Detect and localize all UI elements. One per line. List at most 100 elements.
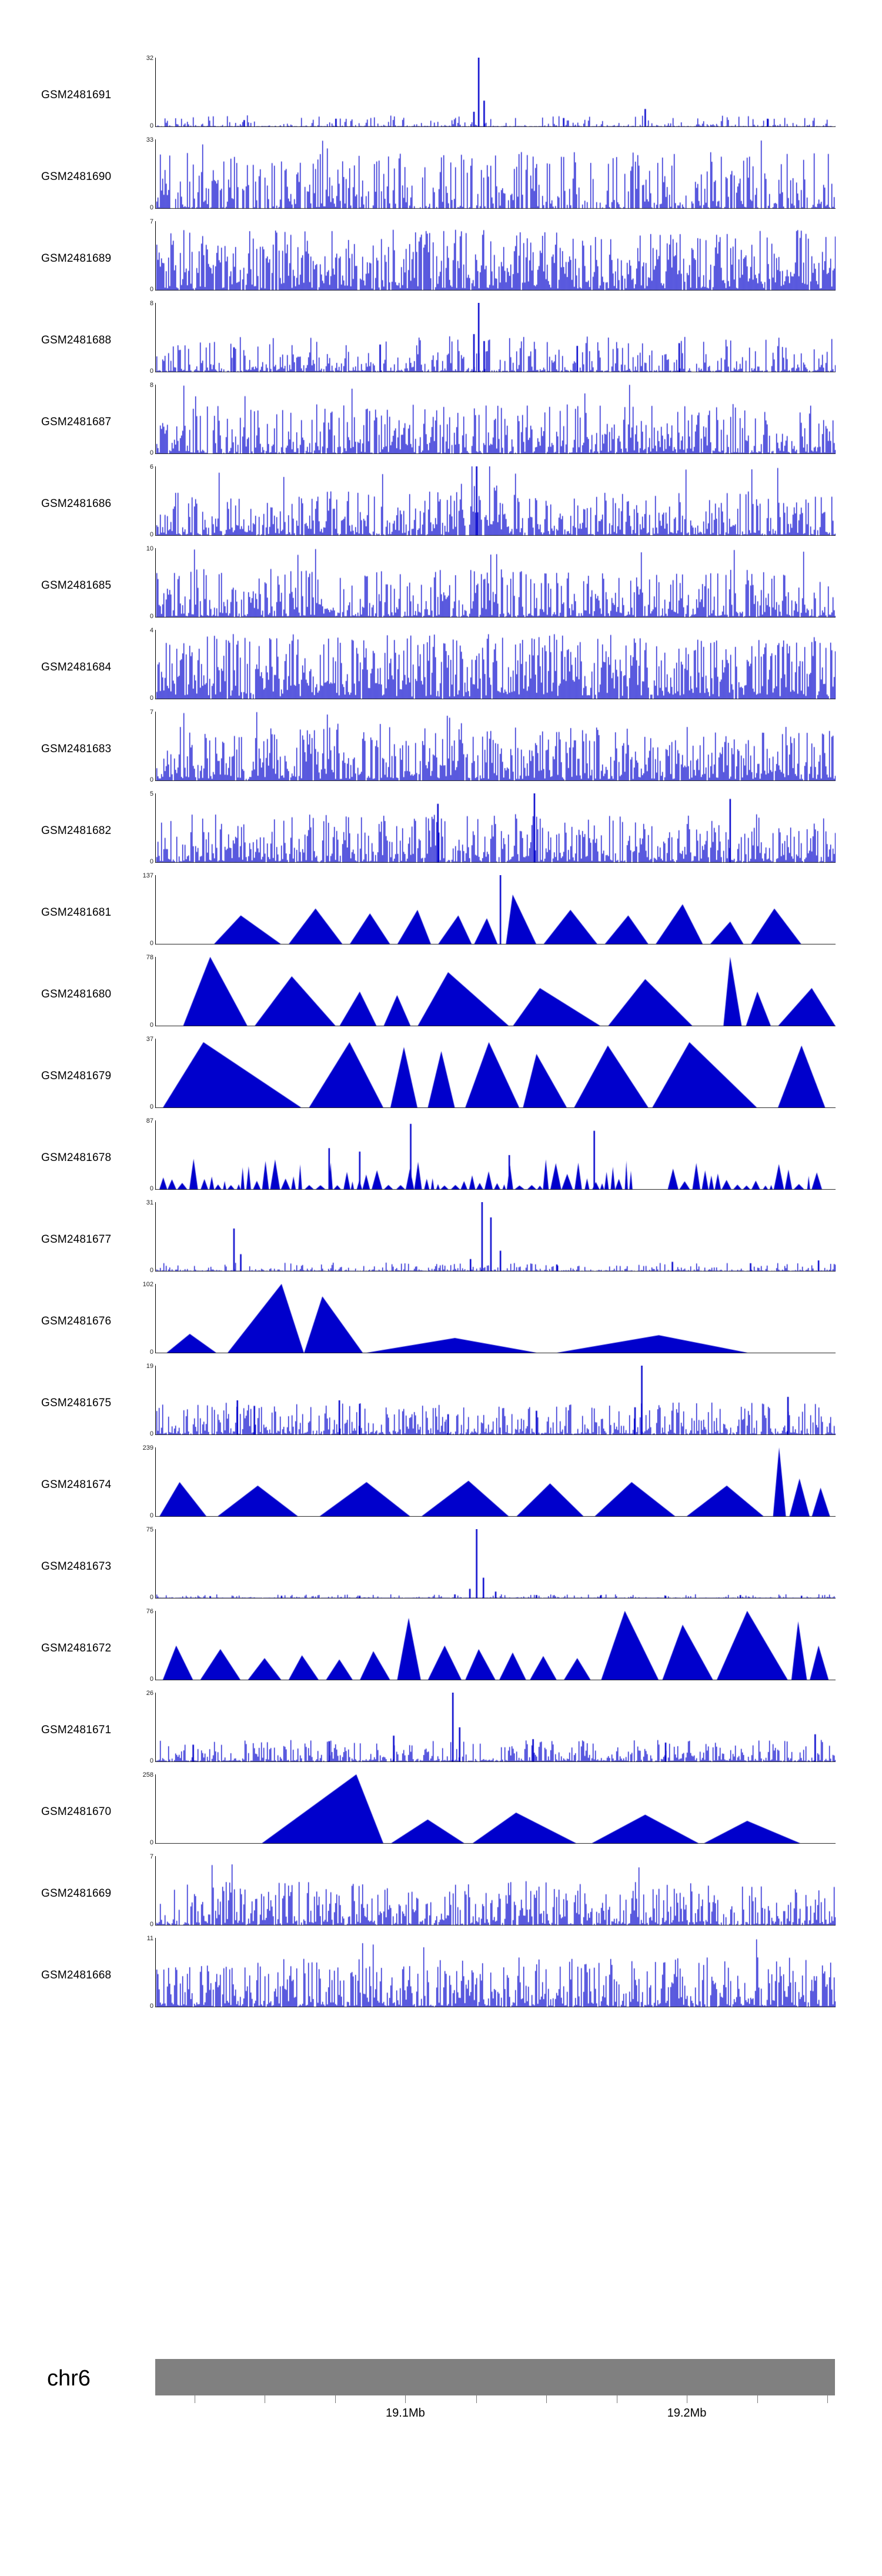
ruler-tick — [546, 2395, 547, 2403]
track-label: GSM2481673 — [41, 1560, 112, 1573]
signal-canvas — [156, 303, 836, 372]
y-axis-min-label: 0 — [149, 1676, 153, 1683]
track-row: GSM2481674 239 0 — [0, 1444, 882, 1526]
y-axis-max-label: 137 — [142, 872, 153, 879]
track-label: GSM2481669 — [41, 1887, 112, 1900]
track-plot: 239 0 — [143, 1445, 836, 1519]
y-axis-max-label: 102 — [142, 1281, 153, 1288]
track-row: GSM2481671 26 0 — [0, 1689, 882, 1771]
track-label: GSM2481680 — [41, 987, 112, 1000]
track-row: GSM2481681 137 0 — [0, 872, 882, 953]
track-label: GSM2481670 — [41, 1805, 112, 1818]
y-axis-min-label: 0 — [149, 122, 153, 129]
signal-canvas — [156, 385, 836, 454]
ruler-tick — [476, 2395, 477, 2403]
track-label: GSM2481676 — [41, 1314, 112, 1327]
track-label: GSM2481683 — [41, 742, 112, 755]
y-axis-min-label: 0 — [149, 1757, 153, 1764]
track-label: GSM2481668 — [41, 1968, 112, 1981]
track-label: GSM2481678 — [41, 1151, 112, 1164]
track-plot: 5 0 — [150, 791, 836, 865]
track-label: GSM2481672 — [41, 1641, 112, 1654]
track-label: GSM2481679 — [41, 1069, 112, 1082]
y-axis-max-label: 8 — [149, 300, 153, 307]
track-plot: 31 0 — [146, 1200, 836, 1274]
track-plot: 6 0 — [150, 464, 836, 538]
signal-canvas — [156, 466, 836, 536]
track-plot: 8 0 — [150, 301, 836, 375]
track-row: GSM2481675 19 0 — [0, 1362, 882, 1444]
track-label: GSM2481690 — [41, 170, 112, 183]
y-axis-max-label: 76 — [146, 1608, 153, 1615]
y-axis-min-label: 0 — [149, 1921, 153, 1928]
track-plot: 4 0 — [150, 628, 836, 702]
track-row: GSM2481673 75 0 — [0, 1526, 882, 1607]
track-label: GSM2481682 — [41, 824, 112, 837]
signal-canvas — [156, 630, 836, 699]
y-axis-max-label: 10 — [146, 545, 153, 552]
y-axis-max-label: 7 — [149, 218, 153, 225]
ruler-tick-label: 19.2Mb — [667, 2407, 707, 2420]
tracks-container: GSM2481691 32 0 GSM2481690 33 0 GSM24816… — [0, 54, 882, 2016]
y-axis-min-label: 0 — [149, 368, 153, 375]
signal-canvas — [156, 1774, 836, 1844]
y-axis-min-label: 0 — [149, 531, 153, 538]
y-axis-max-label: 7 — [149, 709, 153, 716]
y-axis-min-label: 0 — [149, 1185, 153, 1192]
track-label: GSM2481671 — [41, 1723, 112, 1736]
ruler-tick — [335, 2395, 336, 2403]
y-axis-min-label: 0 — [149, 940, 153, 947]
track-row: GSM2481668 11 0 — [0, 1934, 882, 2016]
track-plot: 78 0 — [146, 955, 836, 1029]
y-axis-max-label: 32 — [146, 55, 153, 62]
y-axis-max-label: 78 — [146, 954, 153, 961]
ruler-tick-label: 19.1Mb — [386, 2407, 425, 2420]
track-plot: 8 0 — [150, 382, 836, 456]
signal-canvas — [156, 1856, 836, 1926]
genomic-ruler: 19.1Mb 19.2Mb — [155, 2395, 835, 2437]
track-label: GSM2481674 — [41, 1478, 112, 1491]
track-plot: 32 0 — [146, 55, 836, 129]
track-plot: 10 0 — [146, 546, 836, 620]
y-axis-max-label: 4 — [149, 627, 153, 634]
track-label: GSM2481687 — [41, 415, 112, 428]
track-label: GSM2481685 — [41, 579, 112, 592]
signal-canvas — [156, 1938, 836, 2007]
signal-canvas — [156, 793, 836, 863]
track-plot: 87 0 — [146, 1118, 836, 1192]
track-row: GSM2481691 32 0 — [0, 54, 882, 136]
y-axis-max-label: 75 — [146, 1526, 153, 1533]
track-row: GSM2481683 7 0 — [0, 708, 882, 790]
y-axis-min-label: 0 — [149, 1267, 153, 1274]
track-label: GSM2481689 — [41, 252, 112, 265]
signal-canvas — [156, 139, 836, 209]
y-axis-max-label: 87 — [146, 1117, 153, 1125]
y-axis-max-label: 26 — [146, 1690, 153, 1697]
track-plot: 76 0 — [146, 1609, 836, 1683]
track-plot: 11 0 — [147, 1936, 836, 2010]
signal-canvas — [156, 1447, 836, 1517]
track-row: GSM2481670 258 0 — [0, 1771, 882, 1853]
y-axis-min-label: 0 — [149, 1839, 153, 1846]
y-axis-max-label: 33 — [146, 136, 153, 144]
y-axis-min-label: 0 — [149, 1512, 153, 1519]
y-axis-min-label: 0 — [149, 449, 153, 456]
signal-canvas — [156, 548, 836, 618]
y-axis-min-label: 0 — [149, 858, 153, 865]
track-row: GSM2481689 7 0 — [0, 218, 882, 299]
signal-canvas — [156, 221, 836, 291]
signal-canvas — [156, 1529, 836, 1599]
track-plot: 7 0 — [150, 219, 836, 293]
signal-canvas — [156, 712, 836, 781]
track-row: GSM2481672 76 0 — [0, 1607, 882, 1689]
track-label: GSM2481688 — [41, 333, 112, 346]
y-axis-max-label: 31 — [146, 1199, 153, 1206]
y-axis-min-label: 0 — [149, 1022, 153, 1029]
track-row: GSM2481687 8 0 — [0, 381, 882, 463]
signal-canvas — [156, 1284, 836, 1353]
track-row: GSM2481679 37 0 — [0, 1035, 882, 1117]
y-axis-max-label: 11 — [146, 1935, 153, 1942]
y-axis-min-label: 0 — [149, 1430, 153, 1437]
chromosome-label: chr6 — [47, 2366, 91, 2391]
